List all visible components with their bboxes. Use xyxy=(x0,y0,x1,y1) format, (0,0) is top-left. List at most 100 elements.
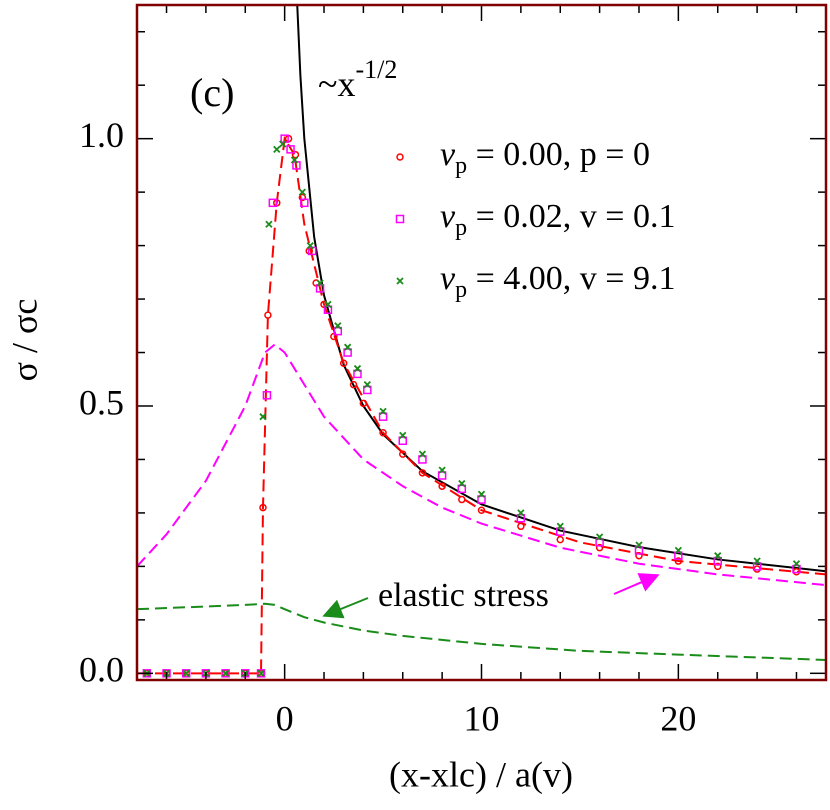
point xyxy=(306,241,314,250)
point xyxy=(316,279,324,287)
arrow xyxy=(613,573,660,595)
point xyxy=(714,552,722,560)
point xyxy=(438,466,446,474)
point xyxy=(265,220,273,228)
y-tick-label: 0.0 xyxy=(79,650,124,690)
arrow xyxy=(322,597,369,619)
point xyxy=(418,469,427,477)
point xyxy=(477,495,486,504)
point xyxy=(418,455,427,464)
point xyxy=(753,557,761,565)
y-tick-label: 0.5 xyxy=(79,382,124,422)
point xyxy=(713,556,722,566)
point xyxy=(399,431,407,440)
panel-label: (c) xyxy=(190,70,234,115)
annotation-exponent: -1/2 xyxy=(355,55,397,84)
point xyxy=(290,156,299,164)
point xyxy=(256,669,266,678)
x-axis-label: (x-xlc) / a(v) xyxy=(389,754,573,794)
point xyxy=(477,506,486,514)
point xyxy=(437,471,447,480)
point xyxy=(418,450,427,458)
point xyxy=(273,145,281,153)
point xyxy=(363,380,371,389)
point xyxy=(595,538,604,547)
legend-label: vp = 0.00, p = 0 xyxy=(440,136,650,179)
annotation: elastic stress xyxy=(378,577,549,614)
power-law-label: ~x-1/2 xyxy=(318,55,397,104)
point xyxy=(268,198,278,208)
point xyxy=(516,514,526,523)
legend-label: vp = 0.02, v = 0.1 xyxy=(440,198,675,241)
point xyxy=(458,495,466,504)
point xyxy=(333,326,343,336)
point xyxy=(300,198,309,208)
point xyxy=(635,551,643,560)
legend-label: vp = 4.00, v = 9.1 xyxy=(440,260,675,303)
point xyxy=(398,436,408,445)
point xyxy=(353,364,362,373)
point xyxy=(595,533,604,541)
point xyxy=(674,551,683,560)
point xyxy=(291,150,300,159)
x-tick-label: 0 xyxy=(276,698,294,738)
point xyxy=(378,412,388,421)
point xyxy=(298,188,306,196)
legend-marker xyxy=(395,214,405,224)
series-line xyxy=(296,5,826,573)
point xyxy=(221,669,230,677)
point xyxy=(343,348,352,357)
point xyxy=(556,535,564,544)
point xyxy=(713,562,722,571)
point xyxy=(379,407,387,415)
point xyxy=(363,385,372,395)
point xyxy=(792,564,801,574)
point xyxy=(286,145,295,154)
point xyxy=(752,562,762,571)
point xyxy=(635,541,643,549)
series-line xyxy=(137,135,826,675)
point xyxy=(458,479,466,488)
y-axis-label: σ / σc xyxy=(4,299,44,382)
point xyxy=(264,311,272,319)
point xyxy=(674,557,683,565)
point xyxy=(674,546,682,554)
point xyxy=(324,300,332,309)
plot-frame xyxy=(135,3,828,682)
point xyxy=(334,322,342,330)
point xyxy=(315,284,325,293)
point xyxy=(257,669,265,677)
point xyxy=(595,543,604,552)
annotation: ~x xyxy=(318,64,355,104)
point xyxy=(344,343,352,351)
point xyxy=(323,305,333,315)
point xyxy=(349,380,358,389)
point xyxy=(634,546,644,555)
x-tick-label: 20 xyxy=(660,698,696,738)
point xyxy=(556,522,564,530)
point xyxy=(359,399,368,408)
point xyxy=(517,522,525,531)
point xyxy=(279,140,287,148)
point xyxy=(259,413,267,421)
plot-area xyxy=(137,5,826,678)
x-tick-label: 10 xyxy=(464,698,500,738)
point xyxy=(438,482,446,490)
point xyxy=(555,527,565,536)
y-tick-label: 1.0 xyxy=(79,115,124,155)
point xyxy=(517,509,525,517)
point xyxy=(298,193,307,202)
point xyxy=(457,484,467,494)
point xyxy=(262,391,272,400)
point xyxy=(353,369,362,379)
point xyxy=(477,490,486,498)
point xyxy=(379,428,387,437)
series-line xyxy=(137,343,826,587)
point xyxy=(182,669,190,677)
legend-marker xyxy=(396,277,404,285)
point xyxy=(259,503,267,512)
point xyxy=(339,359,348,367)
series-line xyxy=(137,602,826,661)
point xyxy=(221,669,230,678)
